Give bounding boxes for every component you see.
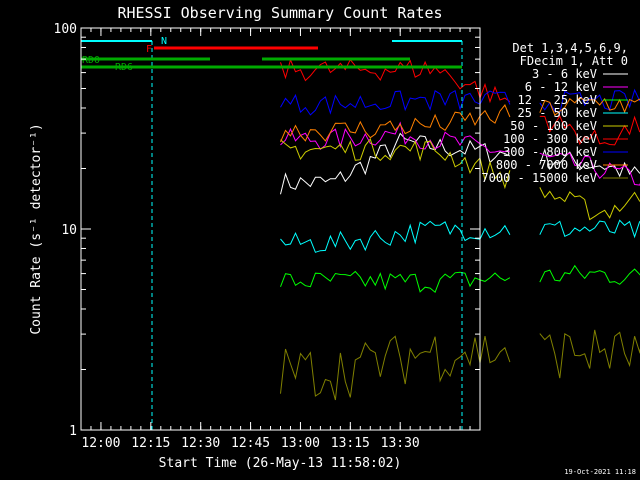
legend-label: 100 - 300 keV <box>503 132 597 146</box>
series-line-6 <box>280 88 640 116</box>
series-line-3 <box>280 219 640 253</box>
series-line-4 <box>280 138 640 221</box>
x-axis-label: Start Time (26-May-13 11:58:02) <box>159 456 402 471</box>
y-tick-label: 10 <box>61 223 77 238</box>
x-tick-label: 12:45 <box>231 436 270 451</box>
series-line-1 <box>280 121 640 186</box>
flag-label-2: RD0 <box>82 55 100 66</box>
y-axis-label: Count Rate (s⁻¹ detector⁻¹) <box>29 123 44 334</box>
legend-label: 12 - 25 keV <box>518 93 597 107</box>
series-line-7 <box>280 96 640 143</box>
series-line-8 <box>280 329 640 401</box>
x-tick-label: 12:00 <box>81 436 120 451</box>
y-tick-label: 1 <box>69 424 77 439</box>
x-tick-label: 13:15 <box>331 436 370 451</box>
legend-title-decimation: FDecim 1, Att 0 <box>520 54 628 68</box>
legend-label: 6 - 12 keV <box>525 80 597 94</box>
legend-label: 7000 - 15000 keV <box>481 171 597 185</box>
chart-title: RHESSI Observing Summary Count Rates <box>117 4 442 22</box>
x-tick-label: 13:00 <box>281 436 320 451</box>
render-timestamp: 19-Oct-2021 11:18 <box>564 468 636 476</box>
x-tick-label: 12:30 <box>181 436 220 451</box>
flag-label-3: RD6 <box>115 62 133 73</box>
flag-label-1: F <box>146 44 152 55</box>
y-axis-ticks: 1 10 100 <box>54 22 480 439</box>
legend-label: 3 - 6 keV <box>532 67 597 81</box>
legend-label: 800 - 7000 keV <box>496 158 597 172</box>
x-tick-label: 13:30 <box>381 436 420 451</box>
flag-label-0: N <box>161 36 167 47</box>
series-line-2 <box>280 264 640 294</box>
plot-area: NF RD0 RD6 <box>81 36 640 430</box>
y-tick-label: 100 <box>54 22 77 37</box>
legend-label: 50 - 100 keV <box>510 119 597 133</box>
legend-label: 300 - 800 keV <box>503 145 597 159</box>
legend-label: 25 - 50 keV <box>518 106 597 120</box>
legend-title-detectors: Det 1,3,4,5,6,9, <box>512 41 628 55</box>
x-tick-label: 12:15 <box>131 436 170 451</box>
series-line-0 <box>280 132 640 195</box>
x-axis-ticks: 12:00 12:15 12:30 12:45 13:00 13:15 13:30 <box>80 28 481 451</box>
